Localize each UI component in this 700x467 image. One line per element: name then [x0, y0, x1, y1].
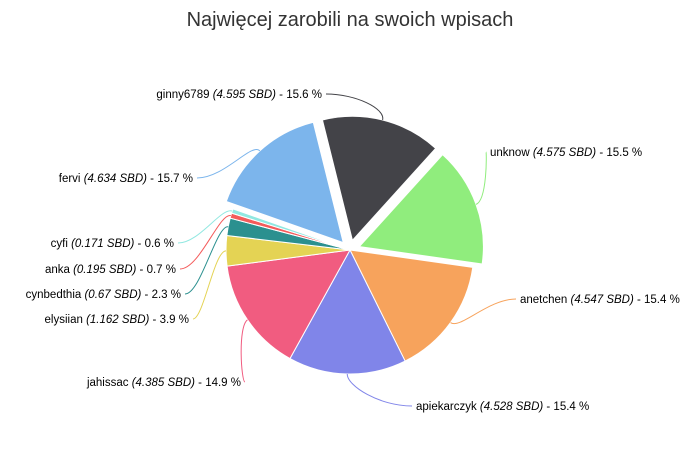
data-label-value: (1.162 SBD) — [86, 314, 149, 326]
data-label-name: unknow — [490, 147, 533, 159]
data-label-fervi: fervi (4.634 SBD) - 15.7 % — [59, 173, 193, 185]
data-label-value: (4.595 SBD) — [213, 89, 276, 101]
pie-slice-cyfi[interactable] — [231, 208, 351, 251]
data-label-name: elysiian — [45, 314, 87, 326]
data-label-apiekarczyk: apiekarczyk (4.528 SBD) - 15.4 % — [416, 401, 589, 413]
data-label-name: cynbedthia — [26, 289, 85, 301]
connector-line-apiekarczyk — [346, 373, 413, 407]
data-label-percent: - 15.7 % — [147, 173, 193, 185]
data-label-percent: - 3.9 % — [149, 314, 189, 326]
data-label-anka: anka (0.195 SBD) - 0.7 % — [45, 264, 176, 276]
chart-title: Najwięcej zarobili na swoich wpisach — [186, 9, 514, 31]
connector-line-anetchen — [450, 298, 517, 325]
data-label-percent: - 0.7 % — [136, 264, 176, 276]
connector-line-cyfi — [177, 210, 233, 244]
data-label-percent: - 2.3 % — [141, 289, 181, 301]
connector-line-ginny6789 — [325, 93, 384, 121]
data-label-name: anetchen — [520, 294, 571, 306]
data-label-percent: - 15.6 % — [276, 89, 322, 101]
data-label-value: (4.575 SBD) — [533, 147, 596, 159]
data-label-unknow: unknow (4.575 SBD) - 15.5 % — [490, 147, 642, 159]
data-label-value: (0.171 SBD) — [71, 238, 134, 250]
data-label-name: apiekarczyk — [416, 401, 480, 413]
data-label-percent: - 14.9 % — [195, 377, 241, 389]
data-label-name: anka — [45, 264, 73, 276]
connector-line-anka — [179, 215, 231, 270]
pie-slice-jahissac[interactable] — [226, 249, 351, 360]
data-label-cynbedthia: cynbedthia (0.67 SBD) - 2.3 % — [26, 289, 181, 301]
connector-line-unknow — [475, 151, 487, 205]
pie-slice-apiekarczyk[interactable] — [289, 249, 406, 375]
data-label-value: (4.547 SBD) — [571, 294, 634, 306]
data-label-anetchen: anetchen (4.547 SBD) - 15.4 % — [520, 294, 680, 306]
data-label-value: (0.67 SBD) — [84, 289, 141, 301]
data-label-value: (0.195 SBD) — [73, 264, 136, 276]
data-label-name: fervi — [59, 173, 84, 185]
connector-line-jahissac — [240, 319, 248, 383]
data-label-value: (4.385 SBD) — [132, 377, 195, 389]
data-label-name: jahissac — [86, 377, 132, 389]
pie-slice-unknow[interactable] — [358, 154, 484, 265]
data-label-cyfi: cyfi (0.171 SBD) - 0.6 % — [51, 238, 174, 250]
data-label-percent: - 15.4 % — [543, 401, 589, 413]
data-label-name: ginny6789 — [156, 89, 212, 101]
data-label-elysiian: elysiian (1.162 SBD) - 3.9 % — [45, 314, 189, 326]
data-label-jahissac: jahissac (4.385 SBD) - 14.9 % — [86, 377, 241, 389]
data-label-percent: - 0.6 % — [134, 238, 174, 250]
data-label-name: cyfi — [51, 238, 71, 250]
connector-line-cynbedthia — [184, 226, 229, 295]
connector-line-elysiian — [192, 250, 227, 320]
data-label-ginny6789: ginny6789 (4.595 SBD) - 15.6 % — [156, 89, 322, 101]
data-label-percent: - 15.5 % — [596, 147, 642, 159]
data-label-value: (4.528 SBD) — [480, 401, 543, 413]
pie-slice-anetchen[interactable] — [349, 249, 474, 362]
data-label-percent: - 15.4 % — [634, 294, 680, 306]
connector-line-fervi — [196, 149, 261, 179]
data-label-value: (4.634 SBD) — [84, 173, 147, 185]
